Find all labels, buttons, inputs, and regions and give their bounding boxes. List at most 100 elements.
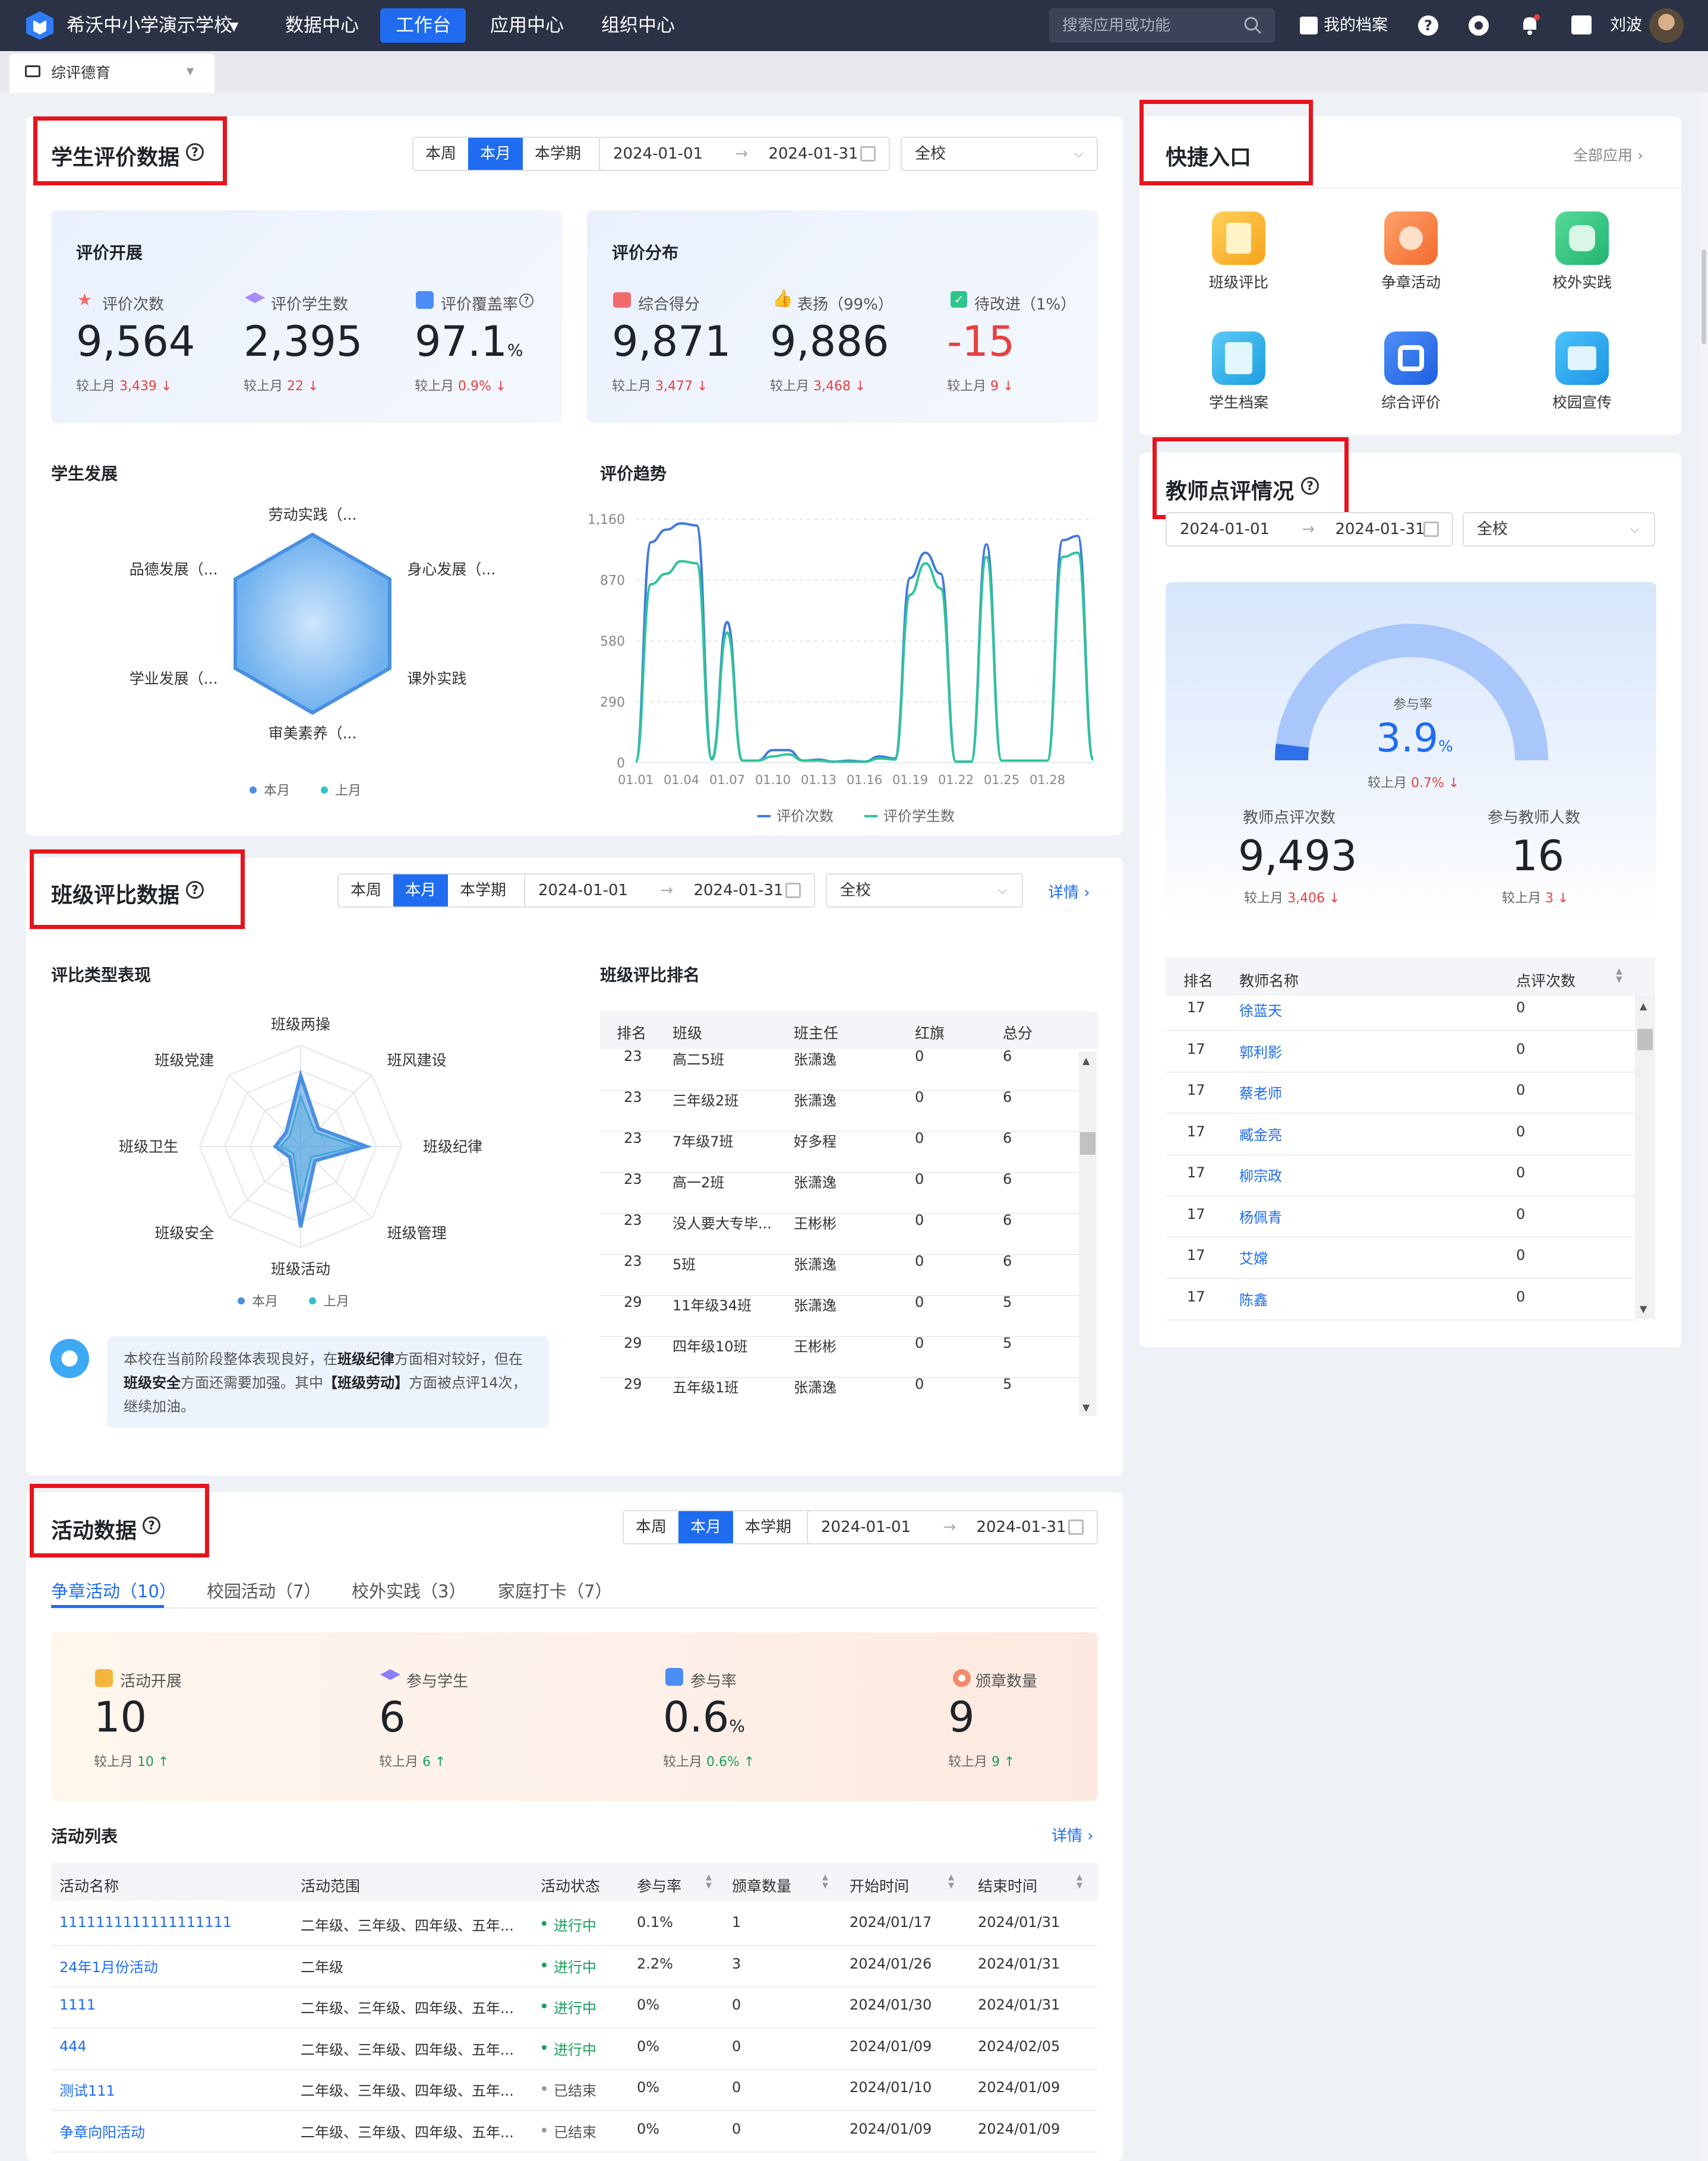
quick-item-label[interactable]: 争章活动 [1381,274,1441,291]
quick-item-label[interactable]: 学生档案 [1208,394,1268,411]
period-month[interactable]: 本月 [393,874,449,906]
scroll-down-icon[interactable]: ▼ [1082,1402,1090,1413]
teacher-name-link[interactable]: 艾嫦 [1239,1250,1268,1267]
period-week[interactable]: 本周 [425,145,457,163]
teacher-name-link[interactable]: 蔡老师 [1239,1085,1282,1102]
search-input[interactable]: 搜索应用或功能 [1049,8,1275,43]
student-eval-period-switch[interactable]: 本周 本月 本学期 [412,137,602,171]
date-end[interactable]: 2024-01-31 [693,882,784,899]
teacher-scope-select[interactable]: 全校 [1463,512,1655,546]
rank-scrollbar-thumb[interactable] [1080,1132,1095,1155]
scroll-up-icon[interactable]: ▲ [1640,1000,1647,1012]
class-eval-scope-select[interactable]: 全校 [826,873,1023,908]
sort-icon[interactable]: ▲ ▼ [1616,966,1622,984]
class-compare-icon[interactable] [1212,211,1265,265]
scroll-up-icon[interactable]: ▲ [1082,1055,1090,1066]
calendar-icon[interactable] [785,883,801,898]
quick-item-label[interactable]: 校外实践 [1552,274,1612,291]
student-file-icon[interactable] [1212,331,1265,385]
search-icon[interactable] [1243,15,1263,36]
quick-item-label[interactable]: 校园宣传 [1552,394,1612,411]
tab-badge-activity[interactable]: 争章活动（10） [51,1581,176,1601]
period-semester[interactable]: 本学期 [460,882,507,899]
bell-icon[interactable] [1520,14,1540,36]
period-week[interactable]: 本周 [351,882,382,899]
class-eval-period-switch[interactable]: 本周 本月 本学期 [337,873,528,908]
teacher-scrollbar-thumb[interactable] [1637,1029,1653,1050]
rank-scrollbar[interactable] [1079,1051,1097,1416]
overall-eval-icon[interactable] [1384,331,1438,385]
chevron-down-icon[interactable]: ⌵ [1074,146,1084,160]
help-circle-icon[interactable]: ? [1301,477,1319,495]
chevron-down-icon[interactable]: ▼ [229,19,239,33]
help-icon[interactable]: ? [1418,15,1438,36]
quick-item-label[interactable]: 班级评比 [1208,274,1268,291]
help-circle-icon[interactable]: ? [186,881,204,899]
teacher-name-link[interactable]: 陈鑫 [1239,1291,1268,1309]
all-apps-link[interactable]: 全部应用 › [1573,147,1643,164]
activity-name-link[interactable]: 444 [59,2037,87,2055]
teacher-name-link[interactable]: 郭利影 [1239,1044,1282,1061]
class-eval-detail-link[interactable]: 详情 › [1048,884,1090,902]
period-week[interactable]: 本周 [636,1518,667,1536]
student-eval-scope-select[interactable]: 全校 [901,137,1098,171]
date-end[interactable]: 2024-01-31 [768,145,858,163]
teacher-name-link[interactable]: 柳宗政 [1239,1168,1282,1184]
date-start[interactable]: 2024-01-01 [1180,520,1270,538]
teacher-name-link[interactable]: 臧金亮 [1239,1126,1282,1143]
help-circle-icon[interactable]: ? [519,293,533,308]
avatar[interactable] [1649,8,1684,43]
sort-icon[interactable]: ▲ ▼ [1076,1873,1082,1890]
tab-outside-practice[interactable]: 校外实践（3） [352,1581,466,1601]
page-scrollbar[interactable] [1700,93,1708,2161]
activity-name-link[interactable]: 争章向阳活动 [59,2124,145,2141]
clover-icon[interactable] [1555,211,1609,265]
class-eval-date-range[interactable]: 2024-01-01 → 2024-01-31 [524,873,815,908]
tab-home-checkin[interactable]: 家庭打卡（7） [498,1581,613,1601]
user-name[interactable]: 刘波 [1610,16,1642,34]
settings-icon[interactable] [1469,15,1489,36]
nav-workbench[interactable]: 工作台 [396,15,451,36]
school-name[interactable]: 希沃中小学演示学校 [67,15,232,36]
date-start[interactable]: 2024-01-01 [821,1518,911,1536]
activity-name-link[interactable]: 1111 [59,1996,96,2013]
activity-period-switch[interactable]: 本周 本月 本学期 [623,1510,819,1544]
help-circle-icon[interactable]: ? [143,1517,160,1534]
campus-promo-icon[interactable] [1555,331,1609,385]
quick-item-label[interactable]: 综合评价 [1381,394,1441,411]
activity-name-link[interactable]: 1111111111111111111 [59,1914,232,1931]
period-month[interactable]: 本月 [468,138,523,170]
chevron-down-icon[interactable]: ⌵ [998,883,1008,897]
message-icon[interactable] [1571,15,1592,34]
calendar-icon[interactable] [860,146,876,162]
activity-date-range[interactable]: 2024-01-01 → 2024-01-31 [807,1510,1098,1544]
date-end[interactable]: 2024-01-31 [976,1518,1066,1536]
date-start[interactable]: 2024-01-01 [613,145,703,163]
date-end[interactable]: 2024-01-31 [1335,520,1425,538]
help-circle-icon[interactable]: ? [186,143,204,161]
sort-icon[interactable]: ▲ ▼ [948,1873,954,1890]
activity-name-link[interactable]: 测试111 [59,2083,115,2099]
student-eval-date-range[interactable]: 2024-01-01 → 2024-01-31 [599,137,890,171]
tab-active[interactable]: 综评德育 [10,53,214,93]
teacher-name-link[interactable]: 徐蓝天 [1239,1003,1282,1019]
chevron-down-icon[interactable]: ⌵ [1630,522,1640,536]
date-start[interactable]: 2024-01-01 [538,882,629,899]
page-scrollbar-thumb[interactable] [1701,249,1706,345]
scroll-down-icon[interactable]: ▼ [1640,1303,1647,1315]
tab-dropdown-icon[interactable]: ▼ [187,65,194,77]
sort-icon[interactable]: ▲ ▼ [706,1873,712,1890]
medal-icon[interactable] [1384,211,1438,265]
nav-org-center[interactable]: 组织中心 [601,15,675,36]
nav-data-center[interactable]: 数据中心 [285,15,359,36]
teacher-date-range[interactable]: 2024-01-01 → 2024-01-31 [1166,512,1453,546]
sort-icon[interactable]: ▲ ▼ [822,1873,828,1890]
teacher-name-link[interactable]: 杨佩青 [1239,1209,1282,1226]
period-semester[interactable]: 本学期 [745,1518,792,1536]
my-archive-link[interactable]: 我的档案 [1324,16,1388,34]
activity-detail-link[interactable]: 详情 › [1052,1827,1094,1845]
tab-campus-activity[interactable]: 校园活动（7） [207,1581,321,1601]
calendar-icon[interactable] [1423,522,1439,537]
period-semester[interactable]: 本学期 [535,145,582,163]
period-month[interactable]: 本月 [678,1511,734,1543]
